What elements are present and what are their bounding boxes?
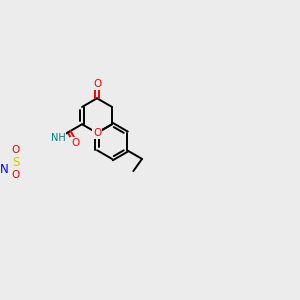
Text: O: O	[12, 170, 20, 180]
Text: N: N	[0, 163, 9, 176]
Text: O: O	[93, 128, 101, 138]
Text: O: O	[71, 138, 80, 148]
Text: O: O	[12, 145, 20, 155]
Text: NH: NH	[51, 133, 66, 143]
Text: O: O	[93, 79, 101, 89]
Text: S: S	[12, 156, 20, 169]
